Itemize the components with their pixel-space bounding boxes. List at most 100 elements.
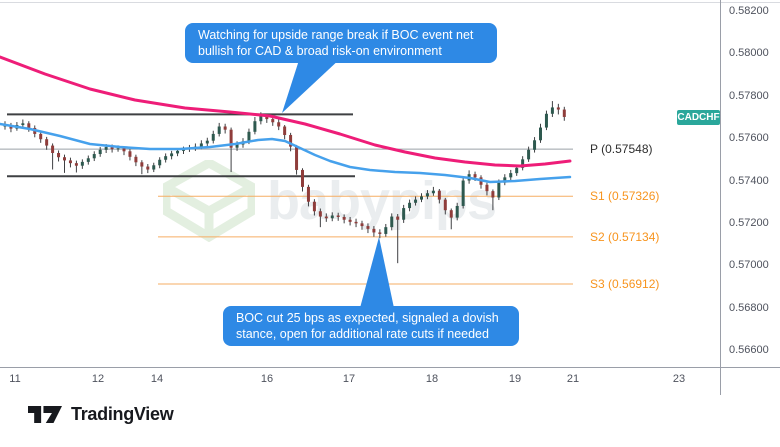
- candle-body: [68, 160, 72, 164]
- price-axis[interactable]: 0.58200 0.58000 0.57800 0.57600 0.57400 0.572…: [720, 0, 780, 395]
- price-tick-label: 0.58000: [729, 47, 769, 60]
- candle-body: [152, 165, 156, 170]
- pivot-label-s3: S3 (0.56912): [590, 276, 660, 291]
- time-tick-label: 18: [425, 373, 439, 385]
- annotation-text-line: Watching for upside range break if BOC e…: [198, 28, 474, 42]
- price-tick-label: 0.57000: [729, 259, 769, 272]
- candle-body: [562, 109, 566, 117]
- annotation-bottom-pointer: [360, 237, 394, 308]
- candle-body: [211, 133, 215, 141]
- candle-body: [503, 177, 507, 183]
- annotation-callout-bottom[interactable]: BOC cut 25 bps as expected, signaled a d…: [223, 306, 519, 346]
- candle-body: [539, 127, 542, 141]
- candle-body: [301, 169, 304, 187]
- candle-body: [205, 140, 209, 144]
- candle-body: [277, 122, 281, 127]
- candle-body: [104, 147, 108, 150]
- candle-body: [509, 173, 513, 178]
- candle-body: [521, 159, 525, 168]
- candle-body: [330, 215, 334, 219]
- candle-body: [461, 180, 465, 206]
- candle-body: [360, 223, 364, 227]
- candle-body: [390, 216, 394, 228]
- annotation-callout-top[interactable]: Watching for upside range break if BOC e…: [185, 23, 497, 63]
- candle-body: [497, 182, 501, 198]
- candle-body: [372, 228, 376, 233]
- candlestick-chart-canvas[interactable]: [0, 0, 720, 367]
- candle-body: [289, 134, 293, 147]
- candle-body: [63, 157, 66, 161]
- candle-body: [354, 221, 358, 224]
- slow-ma-line: [0, 55, 572, 168]
- candle-body: [318, 211, 322, 217]
- symbol-price-badge: CADCHF: [677, 109, 720, 125]
- candle-body: [342, 216, 346, 220]
- tradingview-logo-text: TradingView: [71, 404, 174, 424]
- candle-body: [443, 199, 447, 211]
- candle-body: [259, 115, 263, 122]
- time-tick-label: 16: [260, 373, 274, 385]
- candle-body: [396, 216, 400, 220]
- price-tick-label: 0.57200: [729, 216, 769, 229]
- candle-body: [27, 123, 31, 128]
- price-tick-label: 0.57800: [729, 89, 769, 102]
- candle-body: [556, 107, 560, 110]
- candle-body: [128, 151, 132, 157]
- candle-body: [140, 162, 144, 167]
- candle-body: [176, 150, 180, 154]
- candle-body: [74, 163, 78, 166]
- candle-body: [414, 199, 418, 203]
- candle-body: [408, 202, 412, 209]
- candle-body: [431, 190, 435, 194]
- candle-body: [271, 119, 275, 123]
- price-tick-label: 0.58200: [729, 5, 769, 18]
- candle-body: [253, 121, 257, 132]
- time-tick-label: 11: [9, 373, 21, 385]
- time-tick-label: 23: [672, 373, 686, 385]
- candle-body: [485, 184, 489, 192]
- fast-ma-line: [0, 122, 572, 184]
- candle-body: [312, 201, 316, 212]
- candle-body: [283, 126, 287, 135]
- annotation-text-line: BOC cut 25 bps as expected, signaled a d…: [236, 311, 499, 325]
- candle-body: [366, 226, 370, 229]
- candle-body: [455, 205, 459, 218]
- candle-body: [420, 196, 423, 200]
- annotation-top-pointer: [282, 57, 342, 113]
- candle-body: [247, 131, 251, 142]
- candle-body: [122, 148, 126, 152]
- chart-top-border: [0, 2, 780, 3]
- candle-body: [110, 147, 114, 150]
- candle-body: [306, 186, 310, 202]
- annotation-text-line: bullish for CAD & broad risk-on environm…: [198, 44, 442, 58]
- candle-body: [229, 129, 233, 148]
- time-tick-label: 17: [342, 373, 356, 385]
- candle-body: [170, 153, 174, 157]
- candle-body: [544, 113, 548, 128]
- candle-body: [527, 149, 531, 160]
- tradingview-mark-icon: [28, 406, 62, 423]
- pivot-label-s2: S2 (0.57134): [590, 229, 660, 244]
- candle-body: [223, 126, 227, 130]
- candle-body: [182, 149, 185, 151]
- time-tick-label: 19: [508, 373, 522, 385]
- chart-plot-area[interactable]: babypips P (0.57548) S1 (0.57326) S2 (0.…: [0, 0, 720, 367]
- candle-body: [146, 166, 150, 170]
- candle-body: [550, 107, 554, 114]
- time-tick-label: 12: [91, 373, 105, 385]
- price-tick-label: 0.57400: [729, 174, 769, 187]
- candle-body: [164, 156, 168, 160]
- candle-body: [39, 133, 43, 140]
- tradingview-logo[interactable]: TradingView: [28, 403, 174, 426]
- candle-body: [134, 156, 138, 163]
- candle-body: [473, 174, 477, 178]
- candle-body: [425, 193, 429, 197]
- time-axis[interactable]: 11 12 14 16 17 18 19 21 23: [0, 367, 780, 396]
- candle-body: [515, 167, 519, 174]
- candle-body: [116, 148, 120, 150]
- candle-body: [158, 159, 162, 166]
- price-tick-label: 0.57600: [729, 132, 769, 145]
- candle-body: [199, 143, 203, 147]
- candle-body: [265, 115, 269, 120]
